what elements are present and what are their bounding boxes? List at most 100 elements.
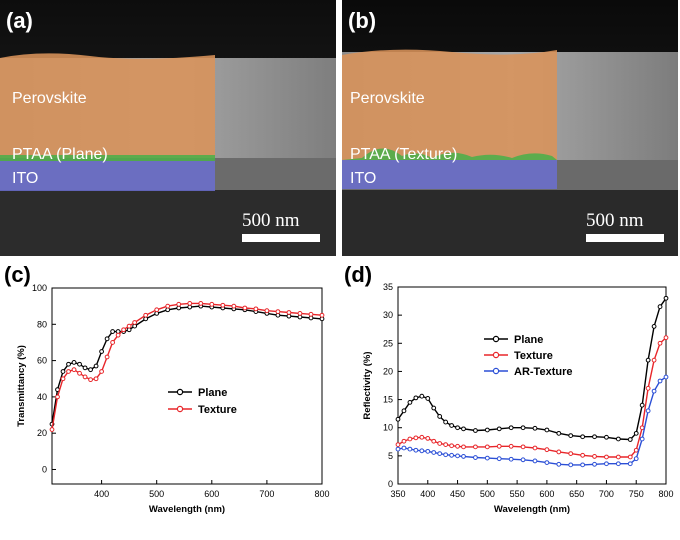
data-point xyxy=(449,423,455,428)
scale-bar-label: 500 nm xyxy=(586,210,644,231)
data-point xyxy=(484,427,490,433)
panel-label: (a) xyxy=(6,8,33,33)
data-point xyxy=(115,332,121,338)
data-point xyxy=(657,378,663,384)
data-point xyxy=(99,349,104,354)
data-point xyxy=(520,457,526,463)
data-point xyxy=(264,308,270,314)
scale-bar xyxy=(242,234,320,242)
data-point xyxy=(604,434,609,440)
data-point xyxy=(449,443,455,449)
perovskite-layer xyxy=(0,53,215,158)
data-point xyxy=(401,445,407,451)
data-point xyxy=(461,454,466,459)
ito-layer xyxy=(342,160,557,189)
data-point xyxy=(645,357,651,363)
data-point xyxy=(437,441,443,446)
ito-layer xyxy=(0,161,215,191)
data-point xyxy=(592,434,597,440)
data-point xyxy=(437,414,443,419)
data-point xyxy=(413,395,419,401)
data-point xyxy=(104,336,110,342)
data-point xyxy=(395,446,401,452)
x-tick-label: 600 xyxy=(204,489,219,499)
y-tick-label: 20 xyxy=(37,428,47,438)
data-point xyxy=(496,426,502,432)
data-point xyxy=(220,302,226,308)
data-point xyxy=(66,369,71,374)
panel-label: (b) xyxy=(348,8,377,33)
data-point xyxy=(592,461,597,467)
data-point xyxy=(407,399,413,405)
ptaa-label: PTAA (Texture) xyxy=(350,146,458,163)
data-point xyxy=(544,447,550,453)
y-tick-label: 35 xyxy=(383,282,393,292)
data-point xyxy=(663,335,669,341)
data-point xyxy=(82,365,88,371)
legend-label: Plane xyxy=(514,334,543,346)
data-point xyxy=(154,307,160,313)
y-tick-label: 5 xyxy=(388,451,393,461)
x-tick-label: 700 xyxy=(599,489,614,499)
y-tick-label: 40 xyxy=(37,392,47,402)
data-point xyxy=(308,311,314,317)
data-point xyxy=(615,461,621,467)
scale-bar-label: 500 nm xyxy=(242,210,300,231)
data-point xyxy=(627,437,633,442)
data-point xyxy=(126,323,132,329)
data-point xyxy=(484,455,490,461)
data-point xyxy=(93,376,99,382)
sem-image-plane-graphic xyxy=(0,0,336,256)
x-tick-label: 800 xyxy=(314,489,329,499)
data-point xyxy=(104,354,110,360)
data-point xyxy=(66,361,71,367)
data-point xyxy=(633,456,639,462)
data-point xyxy=(198,301,204,306)
data-point xyxy=(615,436,621,442)
data-point xyxy=(556,449,562,455)
x-tick-label: 500 xyxy=(149,489,164,499)
data-point xyxy=(473,428,478,433)
data-point xyxy=(419,448,425,454)
data-point xyxy=(449,452,455,458)
data-point xyxy=(99,369,104,374)
x-tick-label: 500 xyxy=(480,489,495,499)
data-point xyxy=(508,425,514,431)
data-point xyxy=(209,301,215,307)
x-tick-label: 550 xyxy=(510,489,525,499)
data-point xyxy=(520,444,526,450)
data-point xyxy=(176,301,182,307)
sem-image-texture: (b) Perovskite PTAA (Texture) ITO 500 nm xyxy=(342,0,678,256)
data-point xyxy=(431,450,437,455)
data-point xyxy=(455,443,460,449)
data-point xyxy=(443,442,449,448)
data-point xyxy=(319,312,325,318)
data-point xyxy=(401,438,407,444)
data-point xyxy=(443,452,449,458)
data-point xyxy=(663,374,669,380)
data-point xyxy=(639,425,645,431)
data-point xyxy=(60,376,66,382)
data-point xyxy=(455,425,460,431)
data-point xyxy=(187,301,193,306)
data-point xyxy=(508,456,514,462)
data-point xyxy=(55,394,60,400)
data-point xyxy=(520,425,526,431)
sem-image-texture-graphic xyxy=(342,0,678,256)
data-point xyxy=(568,462,574,468)
legend-marker xyxy=(176,405,184,413)
data-point xyxy=(275,309,281,314)
data-point xyxy=(407,436,413,442)
data-point xyxy=(82,374,88,380)
plot-frame xyxy=(51,287,323,485)
data-point xyxy=(93,363,99,369)
data-point xyxy=(461,444,466,450)
ptaa-layer xyxy=(0,155,215,161)
data-point xyxy=(532,445,538,451)
legend-marker xyxy=(492,367,500,375)
sem-image-plane: (a) Perovskite PTAA (Plane) ITO 500 nm xyxy=(0,0,336,256)
y-tick-label: 0 xyxy=(42,464,47,474)
data-point xyxy=(413,435,419,441)
data-point xyxy=(657,340,663,346)
data-point xyxy=(651,388,657,394)
